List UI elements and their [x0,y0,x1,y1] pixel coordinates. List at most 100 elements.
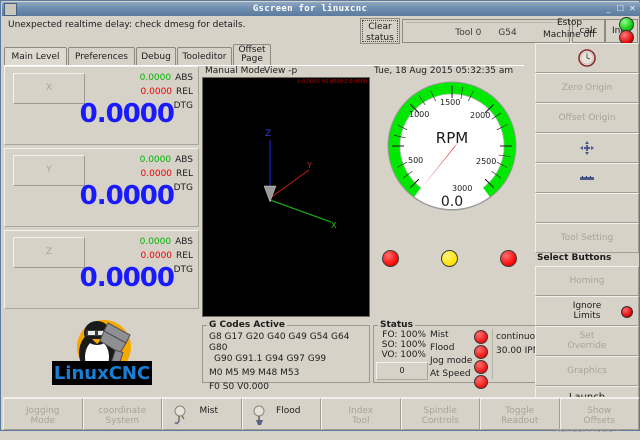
dro-rel-x: 0.0000 REL [141,87,193,97]
mcodes-line: M0 M5 M9 M48 M53 [209,368,300,378]
dro-abs-y: 0.0000 ABS [140,155,193,165]
show-offsets-button[interactable]: Show Offsets [559,398,639,430]
mist-icon [171,405,189,425]
dro-dtg-label-x: DTG [173,101,193,111]
zero-origin-button[interactable]: Zero Origin [535,73,639,103]
mode-indicator: Manual Mode » [552,425,622,435]
right-sidebar: Estop Machine off Zero Origin Offset Ori… [535,17,639,435]
dro-dtg-value-x: 0.0000 [79,99,175,129]
dro-dtg-value-y: 0.0000 [79,181,175,211]
measure-button[interactable] [535,163,639,193]
tool-info-divider [406,22,566,23]
clock-button[interactable] [535,43,639,73]
dro-dtg-value-z: 0.0000 [79,263,175,293]
tab-main-level[interactable]: Main Level [4,47,67,67]
blank-button-1[interactable] [535,193,639,223]
gcodes-line-2: G90 G91.1 G94 G97 G99 [214,354,327,364]
calc-button[interactable]: calc [572,19,605,43]
velocity-override-label: VO: 100% [381,350,426,360]
graphics-preview[interactable]: X:0.0000 Y:0.0000 Z:0.0000 Z Y X [202,77,370,317]
preview-axis-x-label: X [331,221,337,230]
coordinate-system-button[interactable]: coordinate System [82,398,162,430]
bottom-toolbar: Jogging Mode coordinate System Mist [3,397,639,430]
dro-axis-z: Z 0.0000 ABS 0.0000 REL 0.0000 DTG [4,230,199,309]
minimize-icon[interactable]: _ [606,3,611,13]
status-led-mist [474,330,488,344]
mist-button[interactable]: Mist [162,398,242,430]
work-offset-label: G54 [498,28,517,38]
gauge-tick-1000: 1000 [409,110,429,119]
ignore-limits-line2: Limits [573,311,601,321]
clear-status-line2: status [366,33,394,43]
clear-status-button[interactable]: Clear status [360,18,400,44]
axis-select-button-z[interactable]: Z [13,237,85,268]
index-tool-line2: Tool [352,416,370,426]
tab-preferences[interactable]: Preferences [68,47,135,67]
dro-abs-value-z: 0.0000 [139,237,172,247]
status-message: Unexpected realtime delay: check dmesg f… [3,17,360,45]
graphics-button[interactable]: Graphics [535,356,639,386]
dro-abs-label-x: ABS [175,73,193,83]
preview-mode-label: Manual Mode [205,66,266,76]
flood-icon [251,405,269,425]
dro-rel-value-z: 0.0000 [140,251,173,261]
estop-status-row: Estop Machine off [535,17,639,45]
tool-setting-button[interactable]: Tool Setting [535,223,639,253]
ignore-limits-button[interactable]: Ignore Limits [535,296,639,326]
dro-rel-y: 0.0000 REL [141,169,193,179]
flood-button[interactable]: Flood [241,398,321,430]
dro-axis-x: X 0.0000 ABS 0.0000 REL 0.0000 DTG [4,66,199,145]
set-override-button[interactable]: Set Override [535,326,639,356]
clear-status-line1: Clear [368,22,392,32]
jog-rate-value: 30.00 IPM [496,346,541,356]
offset-origin-button[interactable]: Offset Origin [535,103,639,133]
main-panel: X 0.0000 ABS 0.0000 REL 0.0000 DTG Y 0.000… [4,66,638,396]
dro-abs-x: 0.0000 ABS [140,73,193,83]
status-led-at-speed [474,375,488,389]
measure-icon [580,176,594,180]
status-label-mist: Mist [430,330,449,340]
linuxcnc-logo: LinuxCNC [4,315,199,393]
ignore-limits-led [621,306,633,318]
move-icon [580,141,594,155]
toggle-readout-line1: Toggle [505,406,535,416]
linuxcnc-logo-text: LinuxCNC [53,363,149,384]
dro-rel-label-x: REL [176,87,193,97]
gauge-title: RPM [436,129,468,147]
tab-tooleditor[interactable]: Tooleditor [177,47,232,67]
axis-select-button-y[interactable]: Y [13,155,85,186]
close-icon[interactable]: ✕ [629,3,636,13]
tab-content-top-edge [4,65,524,68]
homing-button[interactable]: Homing [535,266,639,296]
spindle-speed-display: 0 [376,362,428,380]
spindle-controls-button[interactable]: Spindle Controls [400,398,480,430]
coordinate-system-line2: System [105,416,140,426]
maximize-icon[interactable]: ☐ [616,3,625,13]
window-title: Gscreen for linuxcnc [252,4,368,14]
dro-rel-z: 0.0000 REL [141,251,193,261]
status-frame: Status FO: 100% SO: 100% VO: 100% 0 Mist… [373,320,546,389]
window-menu-icon[interactable] [4,2,17,16]
axis-select-button-x[interactable]: X [13,73,85,104]
preview-view-label: View -p [264,66,298,76]
tab-bar: Main Level Preferences Debug Tooleditor … [4,44,524,67]
show-offsets-line2: Offsets [583,416,616,426]
toggle-readout-button[interactable]: Toggle Readout [480,398,560,430]
led-2 [441,250,458,267]
preview-column: Manual Mode View -p X:0.0000 Y:0.0000 Z:… [202,66,370,396]
move-button[interactable] [535,133,639,163]
tab-offset-page[interactable]: Offset Page [233,44,271,66]
window-controls: _ ☐ ✕ [603,4,638,15]
tool-info-box: Tool 0 G54 [402,19,570,43]
jogging-mode-button[interactable]: Jogging Mode [3,398,83,430]
select-buttons-label: Select Buttons [537,253,612,263]
status-label-flood: Flood [430,343,455,353]
set-override-line2: Override [567,341,607,351]
tab-debug[interactable]: Debug [136,47,176,67]
dro-axis-y: Y 0.0000 ABS 0.0000 REL 0.0000 DTG [4,148,199,227]
spindle-rpm-gauge: 500 1000 1500 2000 2500 3000 RPM 0.0 [384,78,520,214]
ignore-limits-line1: Ignore [572,301,602,311]
index-tool-button[interactable]: Index Tool [321,398,401,430]
dro-abs-z: 0.0000 ABS [140,237,193,247]
dro-abs-label-y: ABS [175,155,193,165]
